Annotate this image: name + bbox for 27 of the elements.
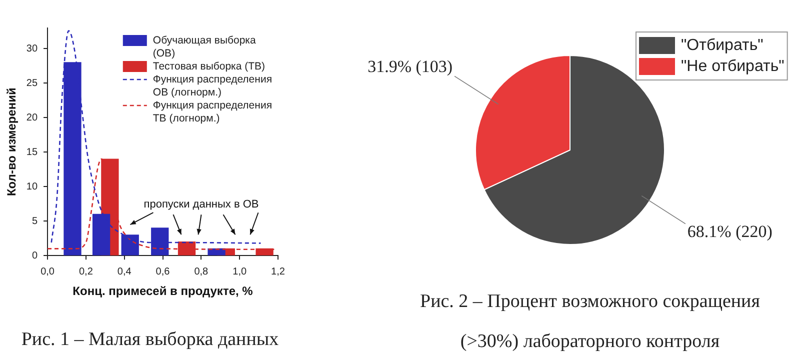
legend-label: Обучающая выборка (ОВ)	[152, 34, 256, 60]
y-tick-label: 25	[26, 78, 38, 89]
y-tick-label: 20	[26, 112, 38, 124]
legend-label: Функция распределения ОВ (логнорм.)	[152, 73, 272, 98]
x-tick-label: 0,2	[78, 266, 94, 278]
annotation: пропуски данных в ОВ	[144, 198, 259, 211]
x-tick-label: 0,4	[117, 266, 132, 278]
y-tick-label: 5	[32, 216, 38, 227]
y-tick-label: 10	[26, 181, 38, 192]
legend-label: "Не отбирать"	[681, 58, 784, 75]
x-tick-label: 0,8	[194, 266, 209, 278]
x-tick-label: 1,2	[271, 266, 286, 278]
x-tick-label: 0,6	[156, 266, 170, 278]
y-tick-label: 30	[26, 43, 38, 54]
legend-label: Тестовая выборка (ТВ)	[152, 60, 266, 72]
legend-label: "Отбирать"	[681, 36, 764, 54]
data-label: 31.9% (103)	[368, 57, 453, 76]
y-tick-label: 0	[32, 250, 38, 262]
x-tick-label: 1,0	[232, 266, 247, 278]
y-tick-label: 15	[26, 146, 38, 158]
x-axis-title: Конц. примесей в продукте, %	[72, 284, 254, 298]
legend-label: Функция распределения ТВ (логнорм.)	[152, 99, 272, 124]
y-axis-title: Кол-во измерений	[4, 88, 19, 196]
text: Рис. 2 – Процент возможного сокращения (>30%) лабораторного контроля	[419, 290, 761, 354]
data-label: 68.1% (220)	[687, 222, 772, 241]
x-tick-label: 0,0	[40, 266, 55, 278]
text: Рис. 1 – Малая выборка данных	[20, 328, 280, 352]
